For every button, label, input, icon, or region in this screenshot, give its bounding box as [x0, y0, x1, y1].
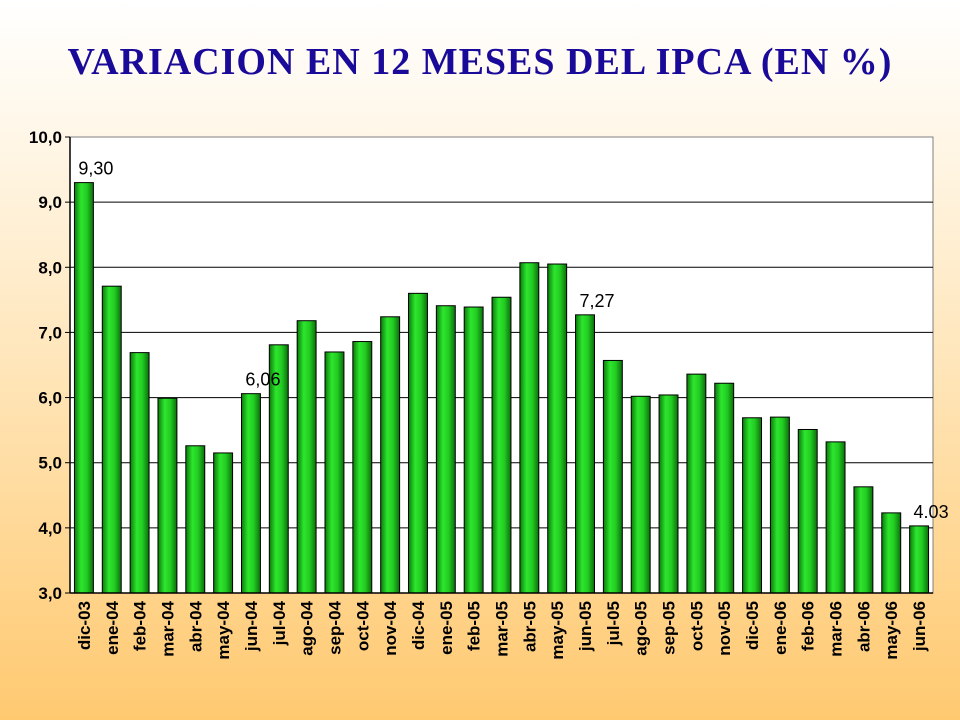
x-tick-label: ene-05 [437, 601, 456, 655]
bar [101, 285, 122, 594]
x-tick-label: nov-04 [381, 600, 400, 655]
y-tick-label: 7,0 [38, 323, 62, 342]
bar [352, 341, 373, 594]
x-tick-label: abr-06 [854, 601, 873, 652]
x-tick-label: feb-04 [131, 600, 150, 651]
bar [686, 373, 707, 594]
x-tick-label: abr-04 [186, 600, 205, 652]
x-tick-label: ene-04 [103, 600, 122, 654]
y-tick-label: 5,0 [38, 454, 62, 473]
bar [73, 182, 94, 594]
x-tick-label: nov-05 [715, 601, 734, 656]
bar [324, 351, 345, 594]
data-label: 9,30 [78, 159, 113, 179]
x-tick-label: may-05 [548, 601, 567, 660]
x-tick-label: jul-04 [270, 600, 289, 646]
x-tick-label: mar-05 [493, 601, 512, 657]
y-tick-label: 6,0 [38, 389, 62, 408]
data-label: 6,06 [245, 370, 280, 390]
x-tick-label: dic-05 [743, 601, 762, 650]
bar [602, 359, 623, 594]
bar [630, 395, 651, 594]
x-tick-label: abr-05 [520, 601, 539, 652]
bar [157, 397, 178, 594]
bar [714, 382, 735, 594]
bar [463, 306, 484, 594]
y-tick-label: 3,0 [38, 584, 62, 603]
x-tick-label: sep-05 [660, 601, 679, 655]
y-tick-label: 8,0 [38, 258, 62, 277]
x-tick-label: may-06 [882, 601, 901, 660]
x-tick-label: jun-04 [242, 600, 261, 652]
x-tick-label: oct-04 [353, 600, 372, 651]
x-tick-label: jul-05 [604, 601, 623, 646]
x-tick-label: sep-04 [325, 600, 344, 654]
bar [408, 292, 428, 594]
x-tick-label: ago-05 [632, 601, 651, 656]
x-tick-label: feb-06 [799, 601, 818, 651]
bar [575, 314, 595, 594]
bar [909, 525, 930, 594]
x-tick-label: ago-04 [298, 600, 317, 655]
bar [296, 320, 317, 594]
bar [547, 263, 568, 594]
x-tick-label: mar-06 [827, 601, 846, 657]
bar [519, 262, 540, 594]
bar [129, 352, 150, 594]
bar [797, 428, 818, 594]
x-axis: dic-03 ene-04 feb-04 mar-04 abr-04 may-04 jun-… [70, 592, 933, 660]
bar [240, 393, 261, 594]
x-tick-label: jun-05 [576, 601, 595, 652]
x-tick-label: jun-06 [910, 601, 929, 652]
bars [73, 182, 930, 594]
y-tick-label: 4,0 [38, 519, 62, 538]
bar [213, 452, 234, 594]
y-axis: 3,0 4,0 5,0 6,0 7,0 8,0 9,0 10,0 [29, 128, 71, 603]
bar [380, 316, 401, 594]
x-tick-label: dic-03 [75, 601, 94, 650]
bar [853, 486, 874, 594]
data-label: 7,27 [579, 291, 614, 311]
x-tick-label: dic-04 [409, 600, 428, 650]
x-tick-label: oct-05 [687, 601, 706, 651]
y-tick-label: 9,0 [38, 193, 62, 212]
bar [658, 394, 679, 594]
chart-title: VARIACION EN 12 MESES DEL IPCA (EN %) [67, 41, 893, 83]
x-tick-label: feb-05 [465, 601, 484, 651]
bar [825, 441, 846, 594]
data-label: 4.03 [914, 502, 949, 522]
bar [435, 305, 456, 594]
bar [491, 296, 512, 594]
x-tick-label: may-04 [214, 600, 233, 659]
x-tick-label: mar-04 [158, 600, 177, 656]
data-labels: 9,30 6,06 7,27 4.03 [78, 159, 948, 522]
bar [185, 445, 206, 594]
bar [742, 417, 763, 594]
x-tick-label: ene-06 [771, 601, 790, 655]
bar [769, 416, 790, 594]
bar [881, 512, 902, 594]
y-tick-label: 10,0 [29, 128, 62, 147]
